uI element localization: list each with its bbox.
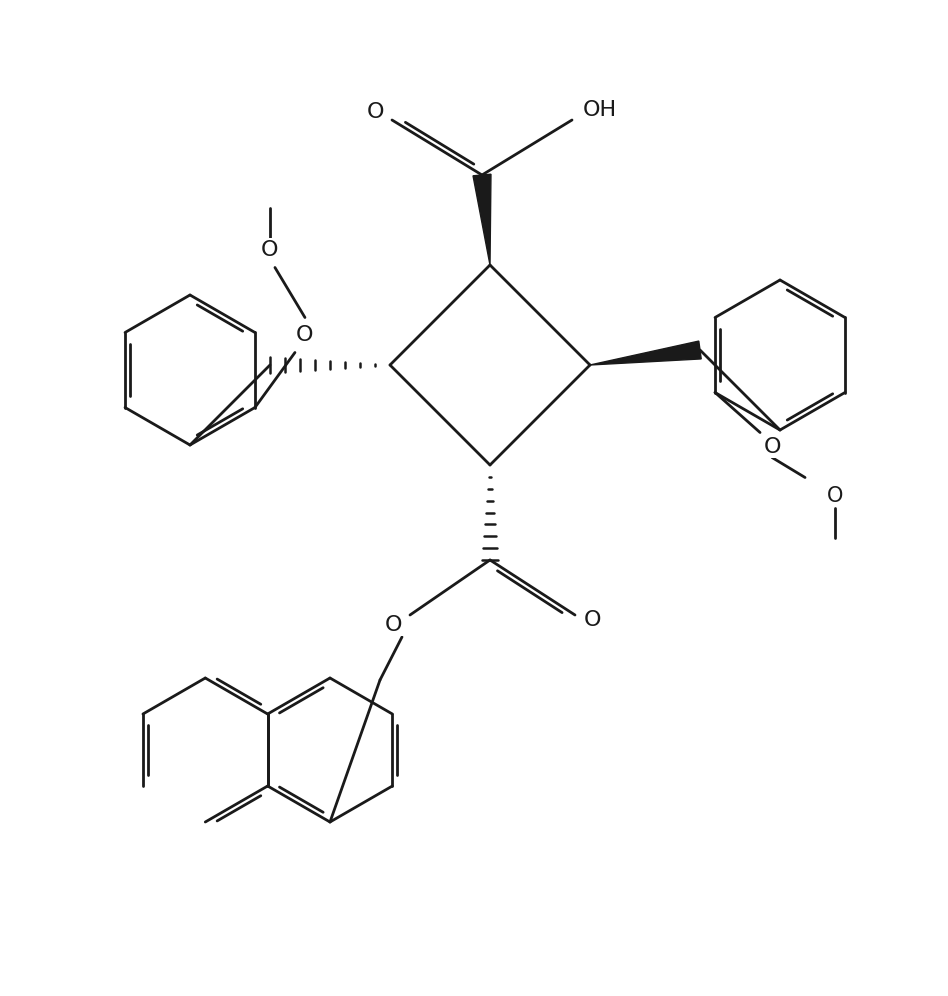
Polygon shape <box>590 341 702 365</box>
Text: O: O <box>827 485 843 506</box>
Text: O: O <box>296 325 314 345</box>
Text: O: O <box>763 436 781 456</box>
Text: O: O <box>385 615 403 635</box>
Text: O: O <box>367 102 385 122</box>
Polygon shape <box>473 174 491 265</box>
Text: O: O <box>262 239 279 260</box>
Text: O: O <box>584 610 602 630</box>
Text: OH: OH <box>583 100 617 120</box>
